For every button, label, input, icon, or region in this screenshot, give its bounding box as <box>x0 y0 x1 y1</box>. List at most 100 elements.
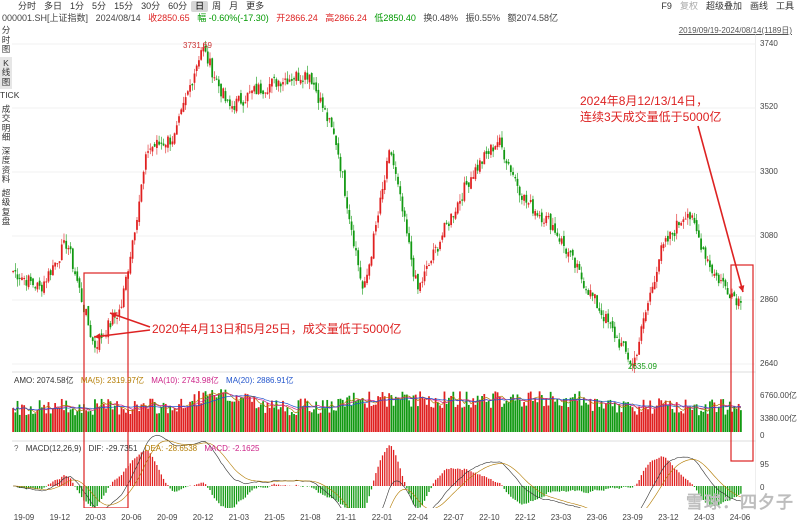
volume-bar <box>551 396 554 432</box>
period-tab[interactable]: 更多 <box>246 0 265 11</box>
period-tab[interactable]: 日 <box>191 0 209 12</box>
draw-line-button[interactable]: 画线 <box>749 1 768 11</box>
candle-body <box>505 160 508 164</box>
period-tab[interactable]: 1分 <box>70 0 85 11</box>
candle-body <box>213 77 216 79</box>
candle-body <box>525 194 528 203</box>
sidebar-item[interactable]: 分时图 <box>1 25 11 54</box>
candle-body <box>695 220 698 232</box>
volume-bar <box>624 402 627 432</box>
volume-bar <box>381 392 384 432</box>
volume-bar <box>450 395 452 432</box>
candle-body <box>405 219 408 234</box>
volume-bar <box>697 415 700 432</box>
volume-bar <box>153 401 156 432</box>
stock-code: 000001.SH[上证指数] <box>2 13 89 23</box>
volume-bar <box>507 402 510 432</box>
volume-bar <box>175 411 178 432</box>
volume-bar <box>704 404 707 432</box>
low-price: 低2850.40 <box>374 13 416 23</box>
candle-body <box>627 352 629 360</box>
volume-bar <box>669 400 671 432</box>
period-tab[interactable]: 分时 <box>18 0 37 11</box>
sidebar-item[interactable]: 深度资料 <box>1 145 11 184</box>
candle-body <box>689 212 691 220</box>
volume-bar <box>594 398 596 432</box>
candle-body <box>69 246 72 250</box>
candle-body <box>302 80 304 82</box>
volume-legend: AMO: 2074.58亿 MA(5): 2319.97亿 MA(10): 27… <box>14 375 299 386</box>
candle-body <box>485 151 488 154</box>
volume-bar <box>87 411 90 432</box>
sidebar-item[interactable]: TICK <box>0 90 20 100</box>
volume-bar <box>682 413 685 432</box>
candle-body <box>125 276 127 290</box>
candle-body <box>558 238 561 242</box>
volume-bar <box>613 402 616 432</box>
arrow-2024 <box>697 125 744 293</box>
amo-value: AMO: 2074.58亿 <box>14 376 74 385</box>
candle-body <box>264 92 267 94</box>
candle-body <box>432 249 435 261</box>
volume-bar <box>47 402 50 432</box>
ma10-value: MA(10): 2743.98亿 <box>151 376 219 385</box>
volume-bar <box>91 414 94 432</box>
candle-body <box>518 186 521 196</box>
candle-body <box>173 133 176 144</box>
candle-body <box>726 288 729 295</box>
volume-bar <box>620 412 623 432</box>
volume-bar <box>547 405 550 432</box>
volume-bar <box>138 411 141 432</box>
candle-body <box>25 280 28 286</box>
volume-bar <box>585 402 587 432</box>
fuquan-button[interactable]: 复权 <box>679 1 698 11</box>
candle-body <box>647 303 649 311</box>
volume-bar <box>582 397 585 432</box>
candle-body <box>111 314 114 325</box>
sidebar-item[interactable]: K线图 <box>0 56 12 89</box>
volume-bar <box>399 399 402 432</box>
period-tab[interactable]: 多日 <box>44 0 63 11</box>
candle-body <box>200 50 203 60</box>
candle-body <box>233 106 236 110</box>
tools-button[interactable]: 工具 <box>775 1 794 11</box>
candle-body <box>217 79 220 87</box>
candle-body <box>680 222 683 226</box>
help-icon[interactable]: ? <box>14 444 19 453</box>
volume-bar <box>439 405 441 432</box>
candle-body <box>655 271 658 282</box>
volume-bar <box>118 414 121 432</box>
x-tick: 20-12 <box>192 513 214 522</box>
period-tab[interactable]: 周 <box>212 0 222 11</box>
date-range[interactable]: 2019/09/19-2024/08/14(1189日) <box>678 26 792 35</box>
candle-body <box>678 222 680 226</box>
candle-body <box>388 150 391 164</box>
period-tab[interactable]: 30分 <box>141 0 161 11</box>
volume-bar <box>642 399 645 432</box>
period-tab[interactable]: 月 <box>229 0 239 11</box>
candle-body <box>474 167 477 180</box>
candle-body <box>671 233 674 235</box>
period-tab[interactable]: 15分 <box>114 0 134 11</box>
period-tab[interactable]: 60分 <box>168 0 188 11</box>
period-tab[interactable]: 5分 <box>92 0 107 11</box>
volume-bar <box>85 410 87 432</box>
kline-chart[interactable] <box>12 34 756 508</box>
volume-bar <box>273 407 276 432</box>
f9-button[interactable]: F9 <box>661 1 672 11</box>
candle-body <box>237 95 240 101</box>
candle-body <box>193 73 196 83</box>
candle-body <box>160 142 163 144</box>
volume-bar <box>149 398 152 432</box>
volume-bar <box>563 398 565 432</box>
volume-bar <box>649 400 652 432</box>
volume-bar <box>494 391 497 432</box>
sidebar-item[interactable]: 成交明细 <box>1 103 11 142</box>
candle-body <box>224 91 227 102</box>
overlay-button[interactable]: 超级叠加 <box>705 1 742 11</box>
candle-body <box>379 197 382 214</box>
sidebar-item[interactable]: 超级复盘 <box>1 187 11 226</box>
volume-bar <box>678 412 680 432</box>
volume-bar <box>178 404 180 432</box>
volume-bar <box>242 397 245 432</box>
